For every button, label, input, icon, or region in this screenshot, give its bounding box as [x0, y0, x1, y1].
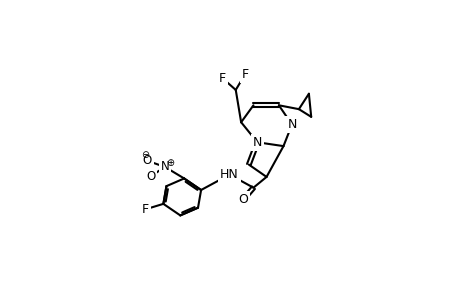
Text: N: N [160, 160, 169, 173]
Text: O: O [146, 169, 155, 183]
Text: F: F [142, 203, 149, 216]
Text: N: N [252, 136, 262, 149]
Text: ⊕: ⊕ [166, 158, 174, 168]
Text: ⊖: ⊖ [141, 150, 149, 160]
Text: O: O [142, 154, 151, 167]
Text: F: F [241, 68, 248, 81]
Text: F: F [218, 72, 226, 85]
Text: O: O [238, 193, 248, 206]
Text: HN: HN [220, 168, 238, 181]
Text: N: N [287, 118, 296, 131]
